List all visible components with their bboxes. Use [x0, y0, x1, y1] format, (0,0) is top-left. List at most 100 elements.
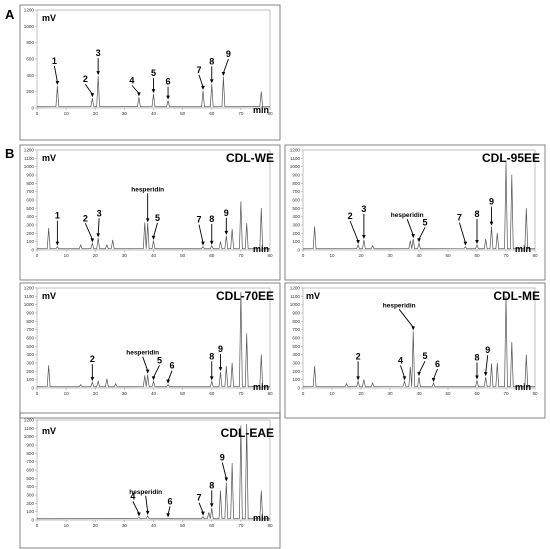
peak-point	[220, 490, 221, 492]
x-tick-label: 20	[93, 111, 99, 116]
y-tick-label: 300	[292, 223, 300, 228]
peak-point	[465, 246, 466, 247]
peak-point	[138, 97, 140, 98]
peak-arrowhead	[90, 238, 95, 243]
peak-label: 6	[166, 77, 171, 87]
x-tick-label: 10	[329, 391, 335, 396]
x-tick-label: 80	[532, 253, 538, 258]
y-tick-label: 1000	[24, 164, 35, 169]
peak-arrowhead	[96, 233, 100, 238]
peak-arrowhead	[96, 71, 100, 76]
peak-arrowhead	[201, 511, 205, 516]
peak-point	[260, 91, 262, 92]
peak-arrow	[167, 370, 173, 381]
y-tick-label: 600	[26, 468, 34, 473]
peak-point	[220, 371, 221, 373]
y-tick-label: 700	[292, 189, 300, 194]
peak-arrow	[198, 74, 204, 87]
peak-arrowhead	[151, 89, 156, 94]
y-tick-label: 400	[26, 214, 34, 219]
x-tick-label: 10	[64, 523, 70, 528]
x-tick-label: 60	[474, 253, 480, 258]
peak-label: 2	[356, 351, 361, 361]
peak-arrow	[53, 65, 58, 83]
x-tick-label: 60	[209, 253, 215, 258]
x-tick-label: 60	[474, 391, 480, 396]
chromatogram-trace	[36, 76, 270, 108]
peak-arrow	[418, 360, 426, 374]
x-tick-label: 70	[238, 523, 244, 528]
peak-point	[92, 381, 93, 383]
x-tick-label: 0	[36, 391, 39, 396]
peak-point	[418, 376, 420, 378]
x-tick-label: 0	[36, 253, 39, 258]
peak-point	[48, 365, 49, 366]
peak-point	[505, 162, 507, 163]
x-tick-label: 30	[122, 111, 128, 116]
peak-point	[202, 516, 204, 517]
y-axis-label: mV	[42, 426, 56, 436]
y-tick-label: 0	[31, 386, 34, 391]
peak-arrow	[132, 501, 140, 514]
y-tick-label: 1000	[290, 164, 301, 169]
peak-point	[240, 425, 242, 427]
x-axis-label: min	[253, 382, 269, 392]
y-tick-label: 200	[26, 501, 34, 506]
peak-label: 2	[83, 213, 88, 223]
peak-label: 7	[197, 493, 202, 503]
x-tick-label: 10	[64, 253, 70, 258]
chart-cdl-70ee: 0100200300400500600700800900100011001200…	[19, 282, 281, 419]
x-tick-label: 70	[503, 253, 509, 258]
peak-point	[412, 238, 414, 240]
peak-label: 6	[168, 496, 173, 506]
x-axis-label: min	[253, 244, 269, 254]
y-tick-label: 1000	[24, 24, 35, 29]
y-tick-label: 300	[26, 493, 34, 498]
peak-arrow	[97, 218, 100, 235]
peak-point	[97, 238, 99, 239]
peak-arrow	[84, 83, 93, 95]
peak-point	[412, 331, 414, 332]
peak-label: 3	[361, 204, 366, 214]
plot-area	[302, 149, 536, 251]
chart-title: CDL-EAE	[221, 426, 274, 440]
y-tick-label: 200	[26, 89, 34, 94]
peak-point	[80, 244, 81, 246]
peak-point	[208, 512, 210, 513]
peak-label-hesperidin: hesperidin	[131, 186, 164, 193]
y-tick-label: 600	[26, 57, 34, 62]
y-tick-label: 400	[292, 214, 300, 219]
peak-point	[260, 490, 262, 492]
peak-arrowhead	[221, 71, 226, 76]
peak-point	[260, 208, 262, 209]
peak-label: 9	[485, 345, 490, 355]
y-tick-label: 900	[292, 311, 300, 316]
y-tick-label: 0	[31, 106, 34, 111]
y-tick-label: 700	[292, 327, 300, 332]
peak-arrowhead	[166, 95, 170, 100]
peak-arrowhead	[201, 241, 205, 246]
x-tick-label: 20	[93, 523, 99, 528]
x-tick-label: 80	[267, 253, 273, 258]
peak-point	[144, 222, 146, 223]
y-tick-label: 100	[292, 239, 300, 244]
peak-arrow	[406, 219, 414, 236]
peak-point	[211, 381, 213, 382]
y-tick-label: 500	[26, 344, 34, 349]
x-tick-label: 50	[180, 111, 186, 116]
x-tick-label: 10	[64, 111, 70, 116]
x-tick-label: 50	[445, 253, 451, 258]
peak-label-hesperidin: hesperidin	[129, 489, 162, 496]
peak-arrowhead	[356, 240, 360, 244]
peak-point	[433, 382, 434, 384]
peak-point	[246, 333, 247, 335]
panel-letter-b: B	[5, 146, 14, 161]
y-tick-label: 800	[26, 181, 34, 186]
peak-point	[112, 239, 114, 241]
peak-arrowhead	[55, 80, 60, 85]
peak-point	[153, 381, 154, 382]
y-tick-label: 500	[292, 344, 300, 349]
peak-point	[57, 246, 58, 247]
x-tick-label: 40	[151, 253, 157, 258]
peak-arrowhead	[145, 510, 150, 515]
